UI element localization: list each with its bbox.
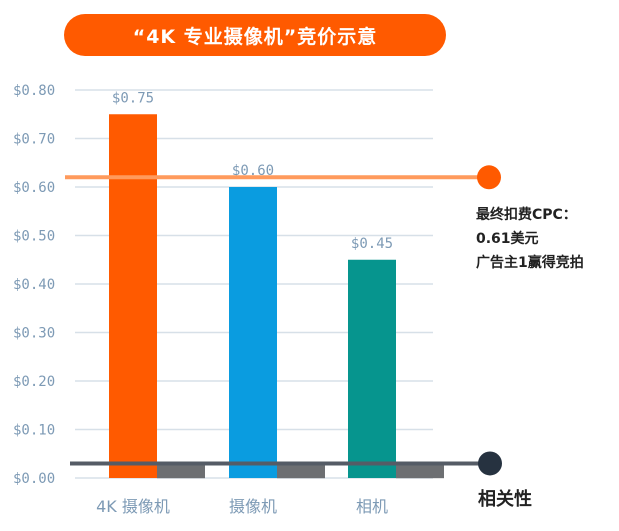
chart-title: “4K 专业摄像机”竞价示意: [64, 14, 446, 56]
y-tick-label: $0.80: [13, 83, 55, 99]
x-tick-label: 相机: [356, 497, 388, 516]
cpc-annotation-line-2: 0.61美元: [476, 231, 539, 247]
bar-value-label: $0.75: [112, 90, 154, 106]
relevance-bar: [157, 464, 205, 479]
bar: [229, 187, 277, 478]
cpc-annotation: 最终扣费CPC： 0.61美元 广告主1赢得竞拍: [476, 203, 619, 275]
y-tick-label: $0.60: [13, 180, 55, 196]
y-tick-label: $0.50: [13, 229, 55, 245]
bar: [109, 114, 157, 478]
x-tick-label: 4K 摄像机: [96, 497, 170, 516]
bar-value-label: $0.60: [232, 163, 274, 179]
bar-value-label: $0.45: [351, 236, 393, 252]
relevance-marker: [478, 451, 502, 476]
y-tick-label: $0.30: [13, 326, 55, 342]
y-tick-label: $0.10: [13, 423, 55, 439]
relevance-label: 相关性: [478, 489, 532, 510]
cpc-annotation-line-1: 最终扣费CPC：: [476, 207, 577, 223]
relevance-bar: [277, 464, 325, 479]
y-tick-label: $0.00: [13, 471, 55, 487]
relevance-bar: [396, 464, 444, 479]
bar: [348, 259, 396, 478]
y-tick-label: $0.70: [13, 132, 55, 148]
y-tick-label: $0.20: [13, 374, 55, 390]
cpc-marker: [477, 165, 501, 190]
x-tick-label: 摄像机: [229, 497, 277, 516]
y-tick-label: $0.40: [13, 277, 55, 293]
cpc-annotation-line-3: 广告主1赢得竞拍: [476, 255, 584, 271]
